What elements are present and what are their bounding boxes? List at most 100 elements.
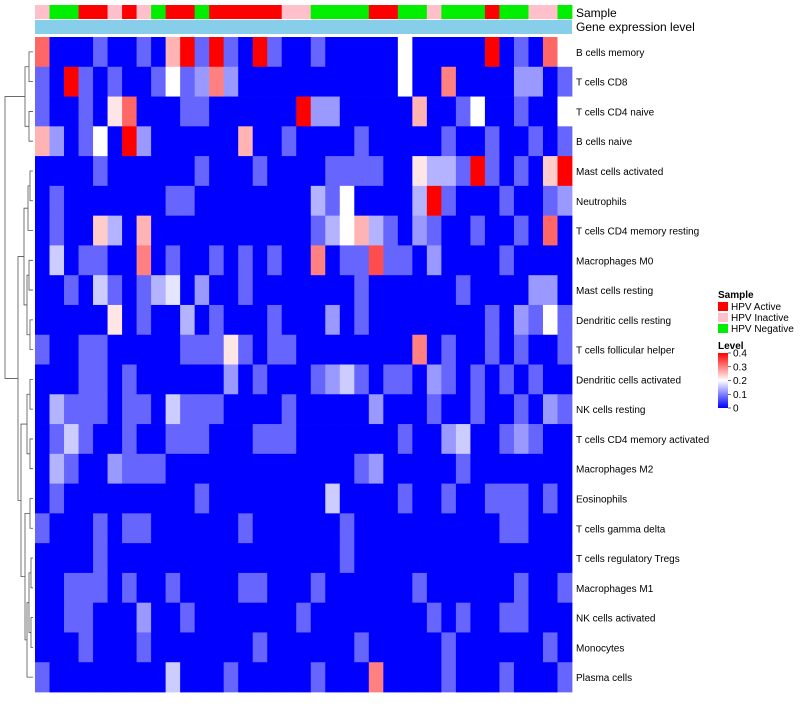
heatmap-cell <box>64 275 79 306</box>
dendrogram-branch <box>24 66 29 127</box>
heatmap-cell <box>252 304 268 336</box>
heatmap-cell <box>513 304 529 336</box>
heatmap-cell <box>296 572 312 604</box>
sample-annotation-cell <box>296 5 312 19</box>
heatmap-cell <box>310 572 326 604</box>
sample-annotation-cell <box>122 5 137 19</box>
heatmap-cell <box>252 513 268 544</box>
heatmap-cell <box>64 572 79 604</box>
heatmap-cell <box>412 572 428 604</box>
heatmap-cell <box>64 66 79 97</box>
heatmap-cell <box>267 37 283 68</box>
heatmap-cell <box>383 245 399 276</box>
heatmap-cell <box>354 185 370 217</box>
heatmap-cell <box>194 602 210 633</box>
heatmap-cell <box>499 334 515 365</box>
heatmap-cell <box>35 483 50 514</box>
heatmap-cell <box>35 275 50 306</box>
heatmap-cell <box>136 185 152 217</box>
heatmap-cell <box>64 483 79 514</box>
heatmap-cell <box>397 543 413 574</box>
heatmap-cell <box>267 275 283 306</box>
heatmap-cell <box>513 394 529 425</box>
heatmap-cell <box>49 662 65 693</box>
heatmap-cell <box>557 185 573 217</box>
heatmap-cell <box>310 602 326 633</box>
heatmap-cell <box>252 126 268 157</box>
heatmap-cell <box>238 215 254 246</box>
heatmap-cell <box>78 66 94 97</box>
heatmap-cell <box>180 424 196 455</box>
heatmap-cell <box>165 662 181 693</box>
heatmap-cell <box>281 513 297 544</box>
heatmap-cell <box>354 632 370 663</box>
heatmap-cell <box>165 245 181 276</box>
heatmap-cell <box>223 275 239 306</box>
heatmap-cell <box>325 662 341 693</box>
heatmap-cell <box>107 275 123 306</box>
heatmap-cell <box>310 37 326 68</box>
level-tick-label: 0.2 <box>733 376 747 387</box>
heatmap-cell <box>426 275 442 306</box>
heatmap-cell <box>325 96 341 127</box>
heatmap-cell <box>470 96 486 127</box>
dendrogram-branch <box>30 557 33 589</box>
heatmap-cell <box>49 602 65 633</box>
row-label-b-cells-naive: B cells naive <box>576 137 633 148</box>
heatmap-cell <box>528 424 544 455</box>
heatmap-cell <box>180 572 196 604</box>
heatmap-cell <box>441 483 457 514</box>
heatmap-cell <box>528 513 544 544</box>
heatmap-cell <box>151 96 167 127</box>
heatmap-cell <box>383 185 399 217</box>
heatmap-cell <box>542 126 558 157</box>
heatmap-cell <box>209 245 225 276</box>
heatmap-cell <box>426 66 442 97</box>
heatmap-cell <box>194 334 210 365</box>
heatmap-cell <box>499 37 515 68</box>
heatmap-cell <box>499 543 515 574</box>
heatmap-cell <box>49 304 65 336</box>
heatmap-cell <box>426 304 442 336</box>
heatmap-cell <box>557 364 573 395</box>
heatmap-cell <box>499 662 515 693</box>
heatmap-cell <box>441 364 457 395</box>
heatmap-cell <box>180 543 196 574</box>
heatmap-cell <box>223 453 239 484</box>
heatmap-cell <box>412 215 428 246</box>
heatmap-cell <box>426 37 442 68</box>
heatmap-cell <box>151 453 167 484</box>
heatmap-cell <box>310 662 326 693</box>
heatmap-cell <box>383 632 399 663</box>
heatmap-cell <box>267 513 283 544</box>
heatmap-cell <box>339 245 355 276</box>
heatmap-cell <box>122 126 137 157</box>
heatmap-cell <box>499 602 515 633</box>
heatmap-cell <box>542 424 558 455</box>
heatmap-cells <box>35 37 573 693</box>
heatmap-cell <box>499 215 515 246</box>
heatmap-cell <box>470 632 486 663</box>
heatmap-cell <box>35 334 50 365</box>
heatmap-cell <box>455 275 471 306</box>
sample-annotation-cell <box>325 5 341 19</box>
heatmap-cell <box>180 632 196 663</box>
heatmap-cell <box>325 66 341 97</box>
heatmap-cell <box>281 66 297 97</box>
heatmap-cell <box>397 424 413 455</box>
dendrogram-branch <box>4 96 25 379</box>
heatmap-cell <box>267 453 283 484</box>
heatmap-cell <box>339 215 355 246</box>
heatmap-cell <box>397 513 413 544</box>
heatmap-cell <box>557 424 573 455</box>
heatmap-cell <box>339 483 355 514</box>
heatmap-cell <box>412 66 428 97</box>
heatmap-cell <box>325 453 341 484</box>
heatmap-cell <box>64 156 79 187</box>
heatmap-cell <box>528 215 544 246</box>
heatmap-cell <box>165 632 181 663</box>
heatmap-cell <box>368 275 384 306</box>
heatmap-cell <box>93 275 108 306</box>
heatmap-cell <box>107 572 123 604</box>
heatmap-cell <box>412 662 428 693</box>
